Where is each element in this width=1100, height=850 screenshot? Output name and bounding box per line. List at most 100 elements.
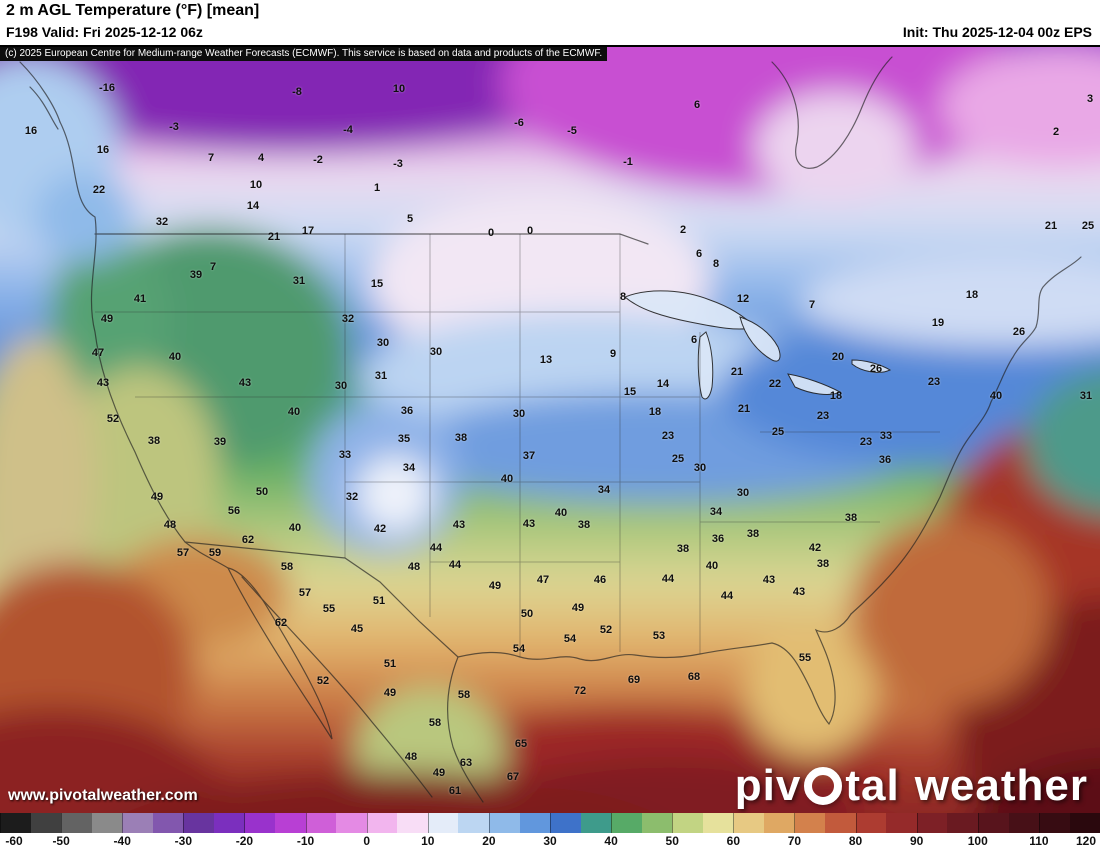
temp-label: 18 <box>829 390 843 402</box>
temp-label: 58 <box>280 561 294 573</box>
colorbar-segment <box>1039 813 1070 833</box>
colorbar-tick: 10 <box>421 834 435 848</box>
map-labels-layer: -16 -8 10 6 3 16 -3 -4 -6 -5 2 16 7 4 -2 -3 -1 22 10 1 14 32 5… <box>0 47 1100 813</box>
colorbar-segment <box>519 813 551 833</box>
temp-label: 34 <box>402 462 416 474</box>
temp-label: 34 <box>709 506 723 518</box>
logo-o-icon <box>804 767 843 805</box>
temp-label: 48 <box>404 751 418 763</box>
temp-label: 62 <box>241 534 255 546</box>
temp-label: 35 <box>397 433 411 445</box>
temp-label: 30 <box>429 346 443 358</box>
colorbar-tick-line <box>244 813 246 833</box>
temp-label: 34 <box>597 484 611 496</box>
colorbar-tick-line <box>488 813 490 833</box>
temp-label: 7 <box>207 152 215 164</box>
colorbar-tick: 20 <box>482 834 496 848</box>
temp-label: 22 <box>92 184 106 196</box>
colorbar-segment <box>122 813 153 833</box>
temp-label: 38 <box>454 432 468 444</box>
colorbar-segment <box>672 813 703 833</box>
temp-label: 54 <box>563 633 577 645</box>
colorbar-segment <box>427 813 459 833</box>
temp-label: 50 <box>255 486 269 498</box>
temp-label: 49 <box>100 313 114 325</box>
temp-label: 50 <box>520 608 534 620</box>
temp-label: 43 <box>792 586 806 598</box>
colorbar-segment <box>702 813 734 833</box>
temp-label: 46 <box>593 574 607 586</box>
colorbar-tick: 30 <box>543 834 557 848</box>
temp-label: 40 <box>500 473 514 485</box>
colorbar-tick: 40 <box>604 834 618 848</box>
temp-label: 72 <box>573 685 587 697</box>
temp-label: 23 <box>927 376 941 388</box>
temp-label: 30 <box>693 462 707 474</box>
colorbar-segment <box>275 813 306 833</box>
colorbar-tick-line <box>1038 813 1040 833</box>
colorbar-segment <box>611 813 642 833</box>
temp-label: 49 <box>432 767 446 779</box>
pivotal-weather-logo: piv tal weather <box>735 761 1088 811</box>
colorbar-segment <box>580 813 612 833</box>
temp-label: 2 <box>679 224 687 236</box>
temp-label: 49 <box>150 491 164 503</box>
temp-label: 21 <box>1044 220 1058 232</box>
colorbar-tick-line <box>611 813 613 833</box>
temp-label: 58 <box>457 689 471 701</box>
temp-label: 42 <box>373 523 387 535</box>
temp-label: 30 <box>376 337 390 349</box>
temp-label: 30 <box>334 380 348 392</box>
colorbar-tick: 70 <box>787 834 802 848</box>
colorbar-segment <box>1069 813 1100 833</box>
temp-label: 38 <box>844 512 858 524</box>
temp-label: 31 <box>374 370 388 382</box>
temp-label: 40 <box>288 522 302 534</box>
temp-label: 69 <box>627 674 641 686</box>
colorbar-segment <box>305 813 337 833</box>
map-header: 2 m AGL Temperature (°F) [mean] F198 Val… <box>0 0 1100 45</box>
temp-label: 38 <box>147 435 161 447</box>
temp-label: 57 <box>298 587 312 599</box>
colorbar-tick: 110 <box>1029 834 1049 848</box>
temp-label: 0 <box>487 227 495 239</box>
temp-label: 49 <box>488 580 502 592</box>
temp-label: 44 <box>661 573 675 585</box>
temp-label: 23 <box>816 410 830 422</box>
temp-label: 54 <box>512 643 526 655</box>
colorbar-segment <box>336 813 367 833</box>
colorbar-segment <box>764 813 795 833</box>
temp-label: 25 <box>671 453 685 465</box>
temp-label: 37 <box>522 450 536 462</box>
colorbar-tick: 80 <box>848 834 863 848</box>
temp-label: 43 <box>522 518 536 530</box>
great-lakes <box>624 290 892 400</box>
colorbar-segment <box>886 813 917 833</box>
temp-label: 49 <box>571 602 585 614</box>
logo-text-weather: weather <box>914 761 1088 810</box>
temp-label: 62 <box>274 617 288 629</box>
temp-label: 40 <box>554 507 568 519</box>
temp-label: 39 <box>213 436 227 448</box>
colorbar-tick: -50 <box>52 834 70 848</box>
temp-label: 56 <box>227 505 241 517</box>
temp-label: 4 <box>257 152 265 164</box>
colorbar-tick-line <box>122 813 124 833</box>
colorbar-tick-line <box>366 813 368 833</box>
temp-label: -4 <box>343 124 353 136</box>
temp-label: 43 <box>96 377 110 389</box>
temperature-map-area[interactable]: (c) 2025 European Centre for Medium-rang… <box>0 45 1100 813</box>
temp-label: 21 <box>730 366 744 378</box>
temp-label: 5 <box>406 213 414 225</box>
temp-label: 10 <box>392 83 406 95</box>
temp-label: 14 <box>656 378 670 390</box>
colorbar-tick: -60 <box>5 834 23 848</box>
colorbar-gradient <box>0 813 1100 833</box>
temp-label: 38 <box>577 519 591 531</box>
temp-label: 31 <box>1079 390 1093 402</box>
temp-label: -8 <box>292 86 302 98</box>
temperature-colorbar: -60 -50 -40 -30 -20 -10 0 10 20 30 40 50 60 70 80 90 100… <box>0 813 1100 850</box>
temp-label: -5 <box>567 125 577 137</box>
temp-label: 59 <box>208 547 222 559</box>
